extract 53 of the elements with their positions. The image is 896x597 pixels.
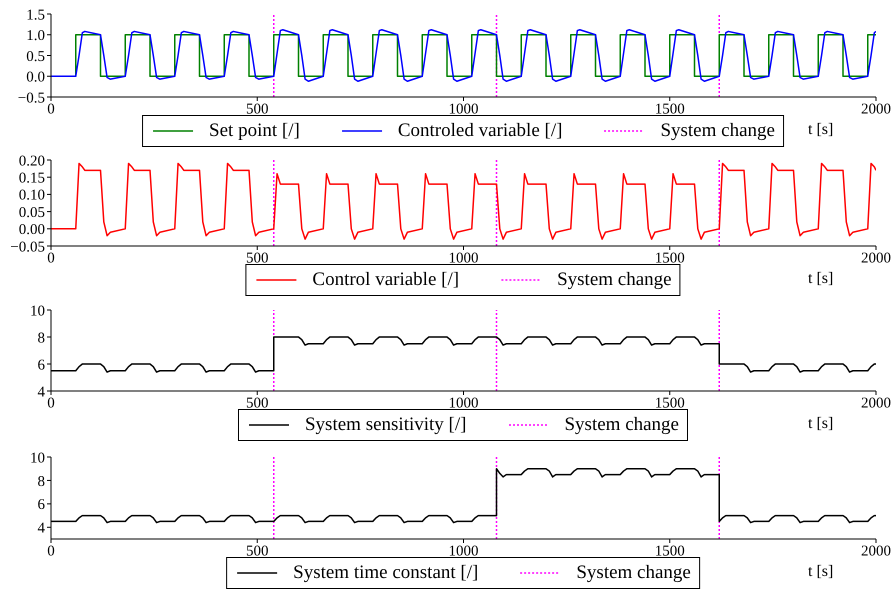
y-tick-label: 1.0 [26, 28, 45, 44]
legend-label: System change [564, 414, 680, 436]
x-tick-label: 0 [47, 396, 55, 412]
x-tick-label: 1000 [448, 544, 478, 560]
y-tick-label: −0.5 [18, 90, 45, 106]
x-tick-label: 1000 [448, 250, 478, 267]
legend-label: System change [557, 269, 672, 291]
legend-label: Controled variable [/] [398, 120, 562, 142]
x-tick-label: 500 [246, 544, 268, 560]
x-tick-label: 2000 [861, 250, 891, 267]
y-tick-label: 0.20 [18, 153, 45, 170]
x-tick-label: 1500 [654, 250, 685, 267]
x-axis-title: t [s] [808, 121, 834, 139]
line-series [51, 162, 876, 240]
y-tick-label: 6 [38, 497, 46, 514]
y-tick-label: 10 [30, 303, 45, 320]
y-tick-label: 0.0 [26, 70, 45, 86]
x-tick-label: 2000 [861, 102, 891, 118]
x-tick-label: 0 [47, 102, 55, 118]
x-tick-label: 1500 [654, 396, 685, 412]
y-tick-label: 0.15 [18, 170, 45, 187]
y-tick-label: 0.10 [18, 188, 45, 204]
legend-label: Control variable [/] [312, 269, 460, 291]
x-axis-title: t [s] [808, 563, 834, 581]
x-tick-label: 0 [47, 544, 55, 560]
x-tick-label: 2000 [861, 396, 891, 412]
x-tick-label: 500 [246, 396, 268, 412]
y-tick-label: 0.05 [18, 204, 45, 221]
y-tick-label: −0.05 [10, 239, 45, 256]
x-tick-label: 1500 [654, 544, 685, 560]
y-tick-label: 4 [38, 520, 46, 537]
x-axis-title: t [s] [808, 415, 834, 433]
legend-label: System change [576, 562, 691, 584]
y-tick-label: 4 [38, 384, 46, 400]
y-tick-label: 8 [38, 330, 45, 346]
legend-label: System sensitivity [/] [304, 414, 466, 436]
y-tick-label: 1.5 [26, 7, 45, 24]
x-tick-label: 500 [246, 102, 268, 118]
legend-label: Set point [/] [209, 120, 300, 142]
legend-label: System time constant [/] [293, 562, 478, 584]
x-tick-label: 1500 [654, 102, 685, 118]
y-tick-label: 0.5 [26, 48, 45, 65]
x-axis-title: t [s] [808, 270, 834, 288]
x-tick-label: 500 [246, 250, 268, 267]
x-tick-label: 1000 [448, 396, 478, 412]
y-tick-label: 0.00 [18, 222, 45, 238]
y-tick-label: 8 [38, 474, 45, 490]
x-tick-label: 0 [47, 250, 55, 267]
y-tick-label: 6 [38, 357, 46, 374]
x-tick-label: 1000 [448, 102, 478, 118]
y-tick-label: 10 [30, 450, 45, 466]
legend-label: System change [660, 120, 775, 142]
x-tick-label: 2000 [861, 544, 891, 560]
